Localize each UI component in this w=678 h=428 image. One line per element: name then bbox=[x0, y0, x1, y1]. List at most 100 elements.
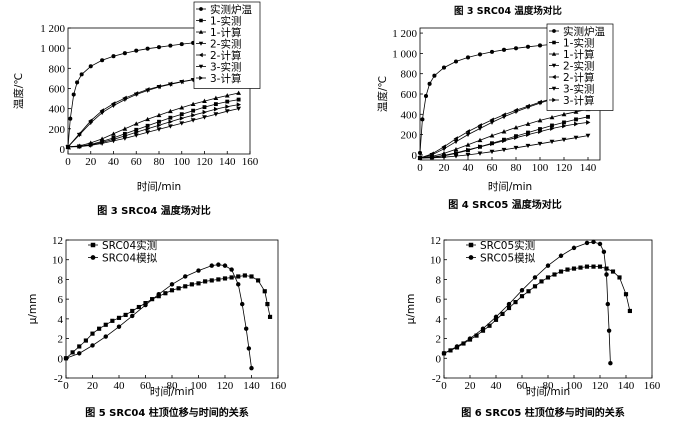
data-point bbox=[145, 123, 150, 128]
data-point bbox=[501, 129, 507, 134]
x-axis-label: 时间/min bbox=[488, 180, 532, 193]
data-point bbox=[578, 265, 583, 270]
data-point bbox=[558, 269, 564, 274]
data-point bbox=[493, 314, 499, 320]
data-point bbox=[525, 143, 531, 149]
data-point bbox=[537, 141, 543, 147]
data-point bbox=[513, 125, 519, 130]
data-point bbox=[453, 146, 459, 152]
data-point bbox=[591, 264, 596, 269]
data-point bbox=[216, 262, 221, 267]
data-point bbox=[465, 153, 471, 158]
data-point bbox=[506, 301, 512, 307]
data-point bbox=[136, 304, 141, 310]
data-point bbox=[501, 112, 506, 118]
y-axis-label: 温度/℃ bbox=[376, 76, 389, 112]
legend-label: 2-计算 bbox=[210, 49, 241, 62]
x-tick-label: 0 bbox=[65, 156, 71, 168]
data-point bbox=[489, 149, 495, 155]
x-tick-label: 140 bbox=[580, 162, 597, 174]
data-point bbox=[202, 98, 207, 103]
data-point bbox=[209, 263, 214, 268]
data-point bbox=[76, 131, 82, 137]
legend-marker bbox=[199, 75, 204, 81]
data-point bbox=[493, 317, 499, 322]
data-point bbox=[145, 126, 151, 132]
data-point bbox=[111, 135, 116, 140]
y-axis-label: 温度/℃ bbox=[12, 73, 25, 109]
data-point bbox=[130, 313, 135, 319]
x-axis-label: 时间/min bbox=[150, 385, 194, 398]
data-point bbox=[537, 118, 543, 123]
chart-src05-temperature: 0 20 40 60 80 100 120 140 0 200 400 600 800 1 000 1 20… bbox=[376, 23, 614, 211]
data-point bbox=[526, 132, 531, 138]
data-point bbox=[574, 117, 578, 122]
legend-label: 实测炉温 bbox=[563, 25, 605, 38]
x-tick-label: 120 bbox=[592, 380, 609, 392]
data-point bbox=[130, 308, 135, 314]
data-point bbox=[99, 108, 105, 114]
data-point bbox=[156, 112, 162, 118]
data-point bbox=[467, 336, 473, 341]
data-point bbox=[454, 344, 460, 349]
legend-marker bbox=[468, 255, 474, 260]
data-point bbox=[179, 105, 185, 110]
data-point bbox=[167, 124, 173, 129]
y-tick-label: 0 bbox=[412, 150, 418, 162]
chart-src04-temperature: 0 20 40 60 80 100 120 140 160 0 200 400 600 800 1 000 1… bbox=[12, 1, 261, 217]
legend-label: SRC04模拟 bbox=[102, 252, 158, 265]
data-point bbox=[145, 87, 150, 92]
legend-marker bbox=[198, 64, 204, 69]
data-point bbox=[111, 131, 116, 136]
data-point bbox=[168, 115, 173, 120]
data-point bbox=[465, 142, 471, 147]
data-point bbox=[168, 43, 173, 48]
y-tick-label: 8 bbox=[58, 274, 64, 286]
data-point bbox=[133, 91, 139, 96]
y-tick-label: 4 bbox=[58, 314, 64, 326]
y-tick-label: 600 bbox=[49, 83, 66, 95]
series-line bbox=[65, 264, 252, 369]
data-point bbox=[480, 326, 486, 331]
top-caption: 图 3 SRC04 温度场对比 bbox=[454, 5, 562, 17]
data-point bbox=[537, 99, 542, 105]
data-point bbox=[489, 117, 494, 123]
legend-marker bbox=[198, 41, 204, 46]
data-point bbox=[156, 127, 162, 132]
data-point bbox=[465, 132, 471, 138]
legend-label: 3-实测 bbox=[210, 61, 241, 74]
data-point bbox=[189, 282, 194, 287]
series-line bbox=[67, 99, 239, 148]
data-point bbox=[236, 102, 242, 108]
series-0 bbox=[63, 273, 273, 361]
series-5 bbox=[417, 133, 591, 161]
data-point bbox=[66, 144, 71, 150]
data-point bbox=[465, 55, 471, 60]
data-point bbox=[584, 264, 590, 269]
legend-marker bbox=[552, 97, 557, 103]
data-point bbox=[157, 119, 161, 124]
series-line bbox=[65, 275, 271, 359]
data-point bbox=[550, 126, 555, 131]
data-point bbox=[545, 275, 551, 280]
data-point bbox=[100, 140, 105, 145]
data-point bbox=[574, 121, 579, 127]
y-tick-label: 1 200 bbox=[40, 23, 65, 35]
y-tick-label: 800 bbox=[401, 69, 418, 81]
y-tick-label: 1 200 bbox=[392, 28, 417, 40]
y-tick-label: 0 bbox=[60, 144, 66, 156]
data-point bbox=[90, 343, 95, 348]
data-point bbox=[552, 272, 557, 277]
legend-marker bbox=[468, 242, 474, 248]
data-point bbox=[179, 112, 184, 117]
y-tick-label: 200 bbox=[49, 124, 66, 136]
y-tick-label: -2 bbox=[54, 373, 63, 385]
data-point bbox=[441, 65, 447, 70]
data-point bbox=[513, 107, 518, 113]
data-point bbox=[501, 47, 507, 52]
x-tick-label: 120 bbox=[196, 156, 213, 168]
legend-label: 3-计算 bbox=[210, 72, 241, 85]
data-point bbox=[111, 101, 116, 106]
data-point bbox=[169, 282, 175, 287]
